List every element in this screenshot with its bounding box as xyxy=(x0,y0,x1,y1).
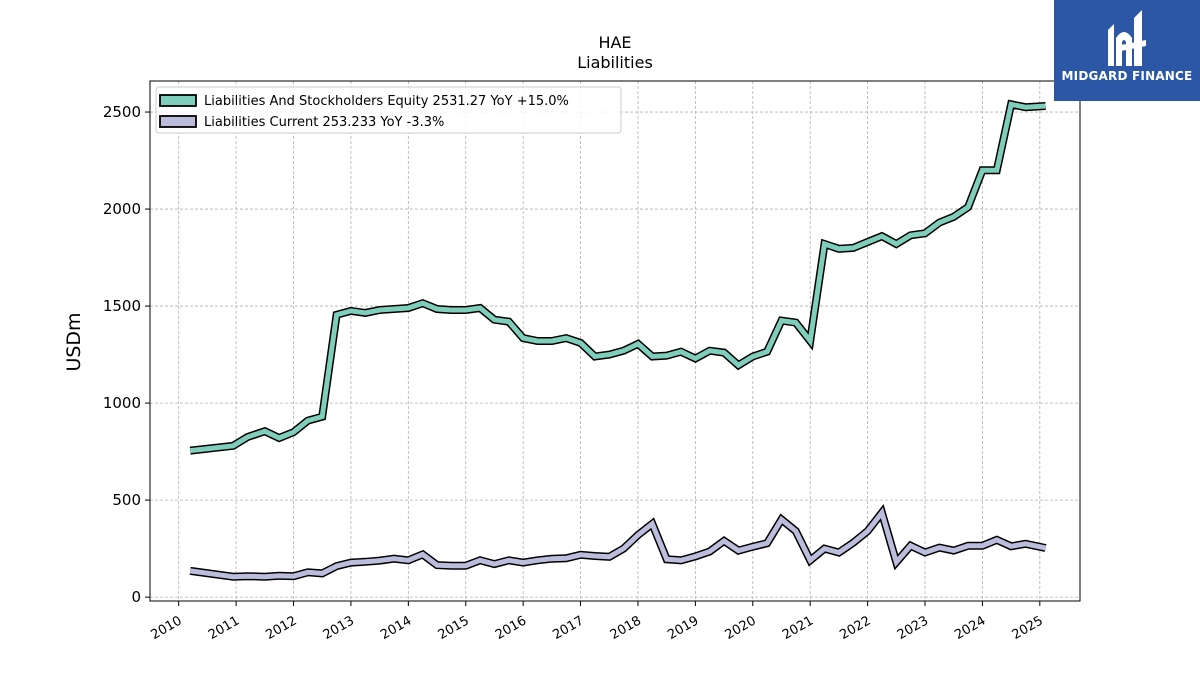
brand-logo: MIDGARD FINANCE xyxy=(1054,0,1200,101)
grid xyxy=(150,81,1080,601)
chart-title: HAE xyxy=(598,33,631,52)
y-tick-label: 2500 xyxy=(103,103,141,121)
x-tick-label: 2011 xyxy=(206,613,242,643)
y-tick-label: 2000 xyxy=(103,200,141,218)
y-tick-label: 1000 xyxy=(103,394,141,412)
y-tick-label: 0 xyxy=(131,588,141,606)
axis-ticks: 2010 2011 2012 2013 2014 2015 2016 2017 2018 2019… xyxy=(103,103,1046,643)
x-tick-label: 2019 xyxy=(665,613,701,643)
series-line-1 xyxy=(189,507,1047,580)
x-tick-label: 2023 xyxy=(895,613,931,643)
series-line-outline-1 xyxy=(189,504,1047,581)
x-tick-label: 2014 xyxy=(378,613,414,643)
x-tick-label: 2018 xyxy=(608,613,644,643)
x-tick-label: 2015 xyxy=(436,613,472,643)
y-axis-label: USDm xyxy=(63,312,85,371)
legend-swatch xyxy=(159,115,197,128)
y-tick-label: 500 xyxy=(112,491,141,509)
x-tick-label: 2017 xyxy=(550,613,586,643)
legend: Liabilities And Stockholders Equity 2531… xyxy=(155,86,622,134)
legend-box xyxy=(155,86,622,134)
x-tick-label: 2013 xyxy=(321,613,357,643)
chart-subtitle: Liabilities xyxy=(577,53,653,72)
x-tick-label: 2020 xyxy=(723,613,759,643)
legend-swatch xyxy=(159,94,197,107)
x-tick-label: 2024 xyxy=(952,613,988,643)
plot-frame xyxy=(149,80,1081,602)
legend-label: Liabilities Current 253.233 YoY -3.3% xyxy=(204,115,444,130)
series-group xyxy=(189,99,1047,581)
x-tick-label: 2022 xyxy=(837,613,873,643)
x-tick-label: 2021 xyxy=(780,613,816,643)
series-line-0 xyxy=(189,101,1046,454)
legend-label: Liabilities And Stockholders Equity 2531… xyxy=(204,94,569,109)
x-tick-label: 2010 xyxy=(149,613,185,643)
logo-mark-icon xyxy=(1108,10,1146,66)
series-line-outline-0 xyxy=(189,99,1046,455)
x-tick-label: 2016 xyxy=(493,613,529,643)
y-tick-label: 1500 xyxy=(103,297,141,315)
x-tick-label: 2025 xyxy=(1010,613,1046,643)
x-tick-label: 2012 xyxy=(263,613,299,643)
logo-text: MIDGARD FINANCE xyxy=(1061,69,1193,83)
